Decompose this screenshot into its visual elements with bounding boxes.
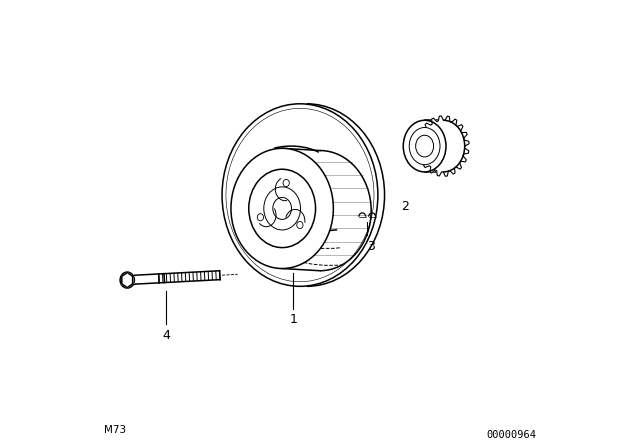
Polygon shape xyxy=(282,148,320,271)
Ellipse shape xyxy=(297,221,303,228)
Ellipse shape xyxy=(120,272,134,288)
Ellipse shape xyxy=(222,104,378,286)
Text: M73: M73 xyxy=(104,426,126,435)
Text: 3: 3 xyxy=(367,240,375,253)
Polygon shape xyxy=(424,120,444,172)
Ellipse shape xyxy=(249,169,316,248)
Ellipse shape xyxy=(264,187,301,230)
Ellipse shape xyxy=(409,128,440,165)
Polygon shape xyxy=(417,116,469,176)
Text: 2: 2 xyxy=(401,199,408,212)
Ellipse shape xyxy=(415,135,434,157)
Text: 00000964: 00000964 xyxy=(486,430,536,440)
Text: 4: 4 xyxy=(163,329,170,342)
Ellipse shape xyxy=(273,198,291,220)
Ellipse shape xyxy=(231,148,333,268)
Ellipse shape xyxy=(403,120,446,172)
Ellipse shape xyxy=(257,214,264,221)
Text: 1: 1 xyxy=(289,313,297,326)
Polygon shape xyxy=(135,271,220,284)
Polygon shape xyxy=(122,272,132,288)
Ellipse shape xyxy=(283,180,289,186)
